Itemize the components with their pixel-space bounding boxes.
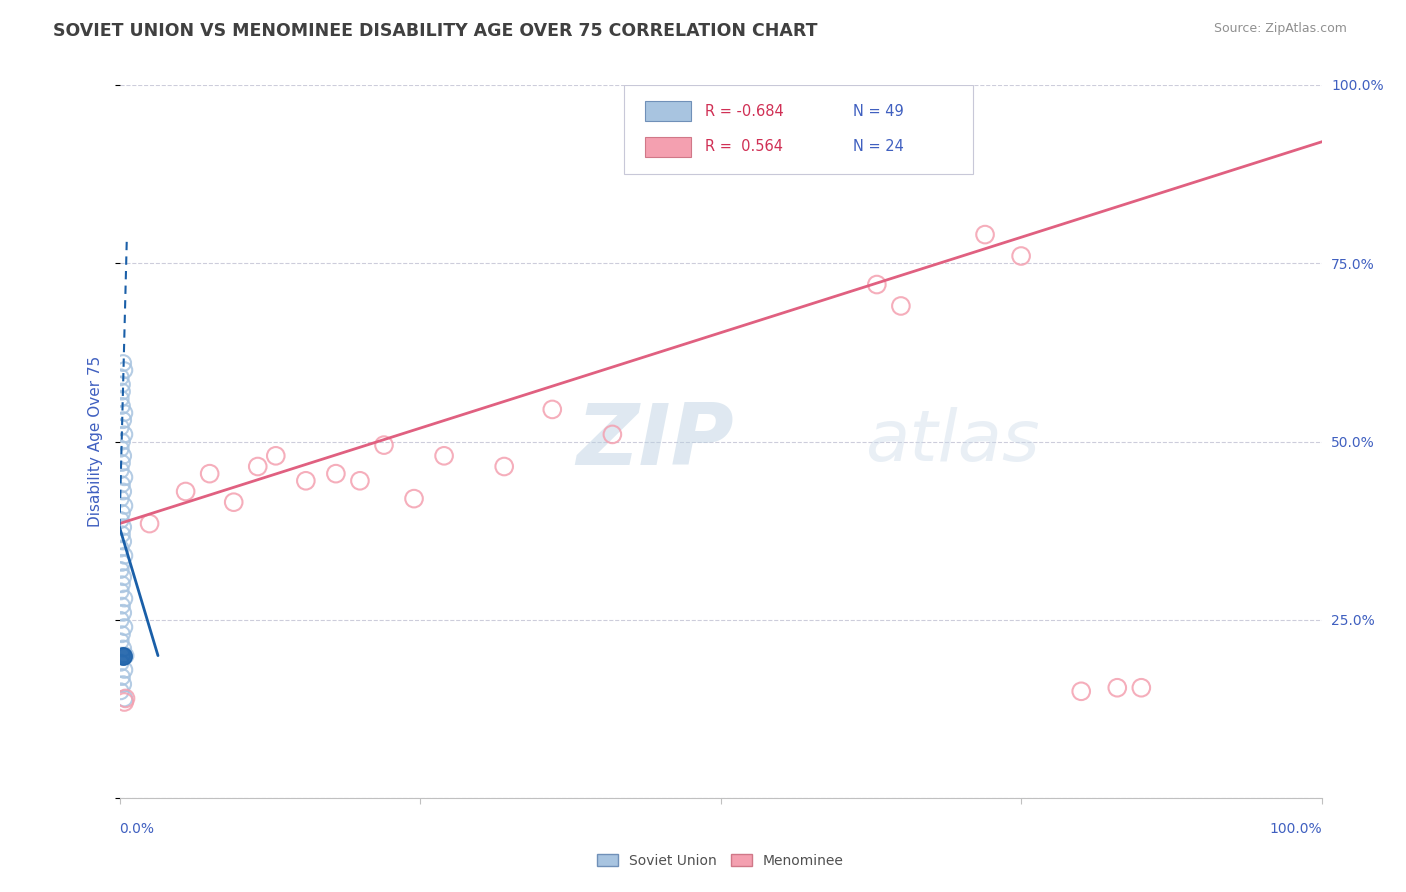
Point [112,648,135,663]
Point [110,392,132,406]
Point [112,677,135,691]
Point [111,670,134,684]
Point [111,527,134,541]
Point [110,684,132,698]
Point [541,402,564,417]
Point [112,406,135,420]
Point [111,477,134,491]
Point [110,563,132,577]
Text: N = 24: N = 24 [853,139,904,154]
Point [111,556,134,570]
Point [112,356,135,370]
Point [111,627,134,641]
Point [1130,681,1153,695]
Point [111,399,134,413]
Text: R =  0.564: R = 0.564 [704,139,783,154]
Point [974,227,997,242]
Point [295,474,318,488]
Point [110,513,132,527]
FancyBboxPatch shape [624,85,973,174]
Point [110,656,132,670]
Y-axis label: Disability Age Over 75: Disability Age Over 75 [87,356,103,527]
Point [111,377,134,392]
Text: R = -0.684: R = -0.684 [704,103,783,119]
Point [112,663,135,677]
Point [114,648,136,663]
Point [112,520,135,534]
Point [112,695,135,709]
Point [111,434,134,449]
Point [110,634,132,648]
Point [112,484,135,499]
Point [112,413,135,427]
Point [111,648,134,663]
Point [112,691,135,706]
Point [112,499,135,513]
Point [112,549,135,563]
Point [111,456,134,470]
Point [110,491,132,506]
Point [111,577,134,591]
Point [1070,684,1092,698]
Bar [645,136,690,157]
Text: SOVIET UNION VS MENOMINEE DISABILITY AGE OVER 75 CORRELATION CHART: SOVIET UNION VS MENOMINEE DISABILITY AGE… [53,22,818,40]
Point [110,463,132,477]
Text: atlas: atlas [865,407,1039,476]
Point [114,691,136,706]
Point [174,484,197,499]
Point [246,459,269,474]
Text: N = 49: N = 49 [853,103,904,119]
Point [325,467,347,481]
Point [222,495,245,509]
Text: ZIP: ZIP [576,400,734,483]
Point [112,641,135,656]
Point [112,591,135,606]
Point [112,449,135,463]
Point [110,541,132,556]
Point [111,506,134,520]
Legend: Soviet Union, Menominee: Soviet Union, Menominee [592,848,849,873]
Point [110,370,132,384]
Point [112,606,135,620]
Point [494,459,516,474]
Point [1010,249,1032,263]
Point [866,277,889,292]
Point [112,534,135,549]
Text: Source: ZipAtlas.com: Source: ZipAtlas.com [1213,22,1347,36]
Bar [645,101,690,121]
Point [433,449,456,463]
Point [349,474,371,488]
Point [110,584,132,599]
Point [110,420,132,434]
Point [110,613,132,627]
Point [198,467,221,481]
Text: 0.0%: 0.0% [120,822,155,837]
Point [112,470,135,484]
Point [373,438,395,452]
Point [111,384,134,399]
Point [890,299,912,313]
Point [402,491,425,506]
Point [110,442,132,456]
Point [602,427,624,442]
Text: 100.0%: 100.0% [1270,822,1322,837]
Point [112,570,135,584]
Point [1107,681,1129,695]
Point [264,449,287,463]
Point [111,599,134,613]
Point [138,516,160,531]
Point [112,427,135,442]
Point [112,363,135,377]
Point [112,620,135,634]
